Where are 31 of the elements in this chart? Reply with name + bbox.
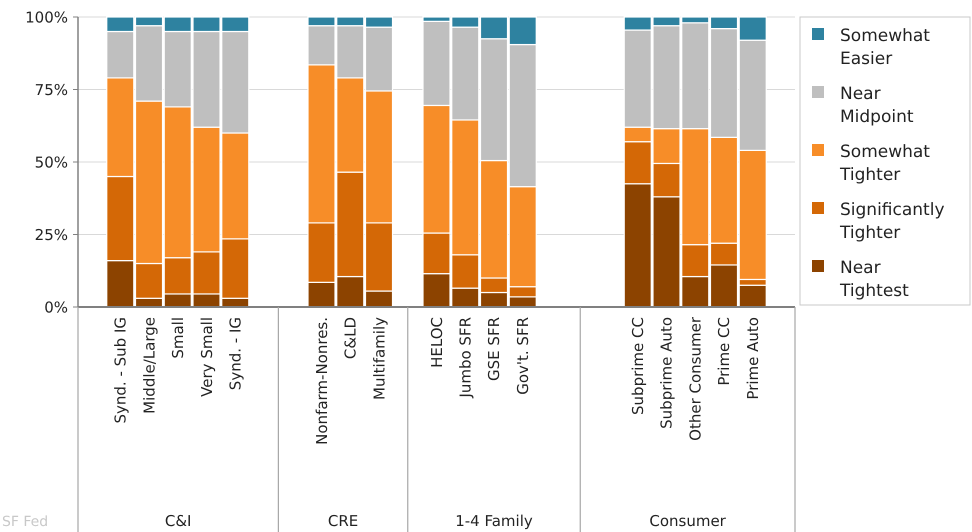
x-tick-label: Subprime CC (628, 317, 647, 415)
y-tick-label: 100% (25, 8, 68, 26)
x-tick-label: Other Consumer (686, 316, 704, 441)
text: C&I (164, 512, 192, 530)
legend-label: Near Tightest (839, 258, 910, 302)
x-tick-label: Prime CC (715, 317, 734, 386)
legend-label: Near Midpoint (840, 84, 914, 128)
text: Consumer (649, 512, 727, 530)
legend-label: Somewhat Easier (840, 26, 930, 70)
x-tick-label: Middle/Large (140, 317, 158, 414)
x-tick-label: C&LD (342, 317, 360, 360)
x-tick-label: GSE SFR (485, 317, 504, 381)
x-tick-label: Nonfarm-Nonres. (312, 317, 331, 445)
y-tick-label: 0% (44, 298, 68, 316)
x-tick-label: Multifamily (370, 316, 388, 400)
y-tick-label: 25% (34, 226, 68, 244)
text: CRE (328, 512, 358, 530)
x-tick-label: Subprime Auto (658, 317, 676, 429)
x-tick-label: Jumbo SFR (456, 317, 474, 399)
x-tick-label: Small (169, 317, 188, 359)
x-tick-label: HELOC (428, 317, 446, 368)
x-tick-label: Gov't. SFR (514, 317, 532, 395)
x-tick-label: Prime Auto (744, 317, 762, 400)
legend-label: Significantly Tighter (839, 200, 944, 244)
x-tick-label: Synd. - IG (226, 317, 245, 390)
x-tick-label: Synd. - Sub IG (112, 317, 130, 424)
legend-label: Somewhat Tighter (839, 142, 930, 186)
x-tick-label: Very Small (198, 317, 216, 397)
y-tick-label: 75% (34, 80, 68, 99)
text: 1-4 Family (455, 512, 533, 530)
y-tick-label: 50% (34, 153, 68, 172)
